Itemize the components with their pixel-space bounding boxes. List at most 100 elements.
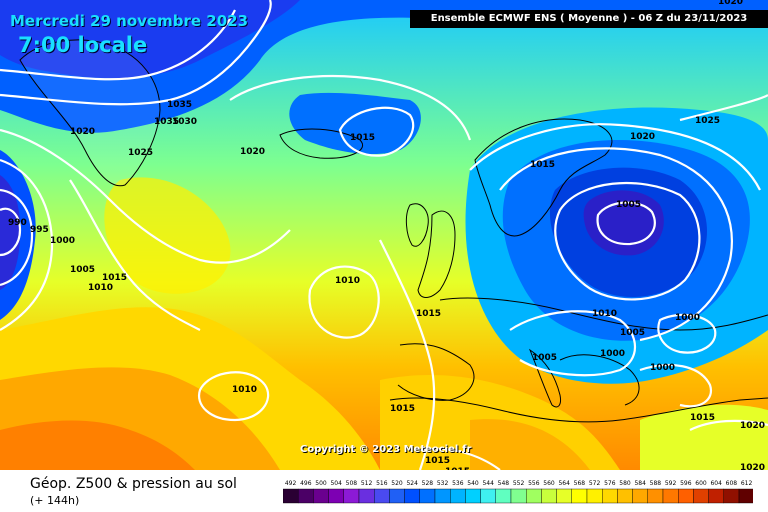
scale-label: 536 [452, 480, 464, 487]
scale-swatch [419, 488, 436, 504]
scale-label: 608 [726, 480, 738, 487]
scale-label: 564 [558, 480, 570, 487]
scale-label: 588 [650, 480, 662, 487]
scale-label: 580 [619, 480, 631, 487]
scale-swatch [297, 488, 314, 504]
isobar-label: 1015 [425, 456, 450, 466]
isobar-label: 1020 [70, 127, 95, 137]
isobar-label: 1005 [532, 353, 557, 363]
scale-swatch [556, 488, 573, 504]
isobars [0, 0, 768, 470]
isobar-label: 1005 [616, 200, 641, 210]
scale-swatch [541, 488, 557, 504]
scale-swatch [678, 488, 694, 504]
weather-map: 1035 1035 1030 1025 1020 990 995 1000 10… [0, 0, 768, 470]
scale-swatch [693, 488, 709, 504]
scale-label: 496 [300, 480, 312, 487]
scale-label: 544 [482, 480, 494, 487]
scale-label: 556 [528, 480, 540, 487]
scale-swatch [358, 488, 375, 504]
scale-swatch [738, 488, 753, 504]
scale-swatch [647, 488, 664, 504]
scale-label: 600 [695, 480, 707, 487]
isobar-label: 990 [8, 218, 27, 228]
scale-swatch [373, 488, 390, 504]
scale-label: 552 [513, 480, 525, 487]
scale-label: 500 [315, 480, 327, 487]
isobar-label: 1010 [88, 283, 113, 293]
scale-label: 508 [346, 480, 358, 487]
scale-swatch [525, 488, 542, 504]
scale-label: 596 [680, 480, 692, 487]
scale-label: 504 [330, 480, 342, 487]
isobar-label: 1025 [695, 116, 720, 126]
isobar-label: 1020 [718, 0, 743, 7]
scale-label: 568 [574, 480, 586, 487]
scale-swatch [602, 488, 618, 504]
scale-label: 584 [634, 480, 646, 487]
scale-label: 520 [391, 480, 403, 487]
scale-label: 524 [406, 480, 418, 487]
scale-swatch [343, 488, 360, 504]
scale-label: 612 [741, 480, 753, 487]
isobar-label: 1000 [50, 236, 75, 246]
isobar-label: 1015 [690, 413, 715, 423]
scale-swatch [434, 488, 451, 504]
scale-swatch [617, 488, 633, 504]
isobar-label: 1035 [167, 100, 192, 110]
isobar-label: 1000 [600, 349, 625, 359]
legend-footer: Géop. Z500 & pression au sol (+ 144h) 49… [0, 470, 768, 512]
forecast-date: Mercredi 29 novembre 2023 [10, 12, 249, 30]
isobar-label: 1000 [650, 363, 675, 373]
scale-label: 528 [422, 480, 434, 487]
scale-label: 516 [376, 480, 388, 487]
isobar-label: 1015 [445, 467, 470, 470]
isobar-label: 1010 [232, 385, 257, 395]
scale-swatch [404, 488, 420, 504]
scale-swatch [328, 488, 344, 504]
scale-swatch [571, 488, 588, 504]
copyright-notice: Copyright © 2023 Meteociel.fr [300, 444, 472, 455]
isobar-label: 1005 [620, 328, 645, 338]
scale-label: 548 [498, 480, 510, 487]
scale-label: 540 [467, 480, 479, 487]
isobar-label: 1015 [416, 309, 441, 319]
scale-label: 532 [437, 480, 449, 487]
scale-swatch [283, 488, 299, 504]
scale-swatch [632, 488, 649, 504]
isobar-label: 1025 [128, 148, 153, 158]
isobar-labels: 1035 1035 1030 1025 1020 990 995 1000 10… [8, 0, 765, 470]
scale-label: 592 [665, 480, 677, 487]
isobar-label: 1010 [335, 276, 360, 286]
scale-swatch [313, 488, 329, 504]
scale-swatch [510, 488, 527, 504]
color-scale: 492 496 500 504 508 512 516 520 524 528 532 536 540 5… [283, 480, 753, 504]
scale-label: 492 [285, 480, 297, 487]
isobar-label: 1005 [70, 265, 95, 275]
scale-swatch [449, 488, 466, 504]
isobar-label: 1020 [630, 132, 655, 142]
isobar-label: 1000 [675, 313, 700, 323]
isobar-label: 1035 [154, 117, 179, 127]
geopotential-bands [0, 0, 768, 470]
isobar-label: 1015 [390, 404, 415, 414]
model-run-banner: Ensemble ECMWF ENS ( Moyenne ) - 06 Z du… [410, 10, 768, 28]
map-parameter-title: Géop. Z500 & pression au sol [30, 476, 237, 492]
scale-swatch [708, 488, 725, 504]
scale-swatch [586, 488, 603, 504]
isobar-label: 1020 [240, 147, 265, 157]
scale-swatch [389, 488, 405, 504]
scale-label: 560 [543, 480, 555, 487]
scale-label: 576 [604, 480, 616, 487]
isobar-label: 1010 [592, 309, 617, 319]
scale-label: 604 [710, 480, 722, 487]
scale-label: 512 [361, 480, 373, 487]
isobar-label: 1015 [102, 273, 127, 283]
scale-swatch [495, 488, 512, 504]
scale-swatch [480, 488, 497, 504]
isobar-label: 1020 [740, 463, 765, 470]
isobar-label: 1015 [530, 160, 555, 170]
forecast-time: 7:00 locale [18, 33, 148, 57]
forecast-lead-time: (+ 144h) [30, 494, 80, 507]
